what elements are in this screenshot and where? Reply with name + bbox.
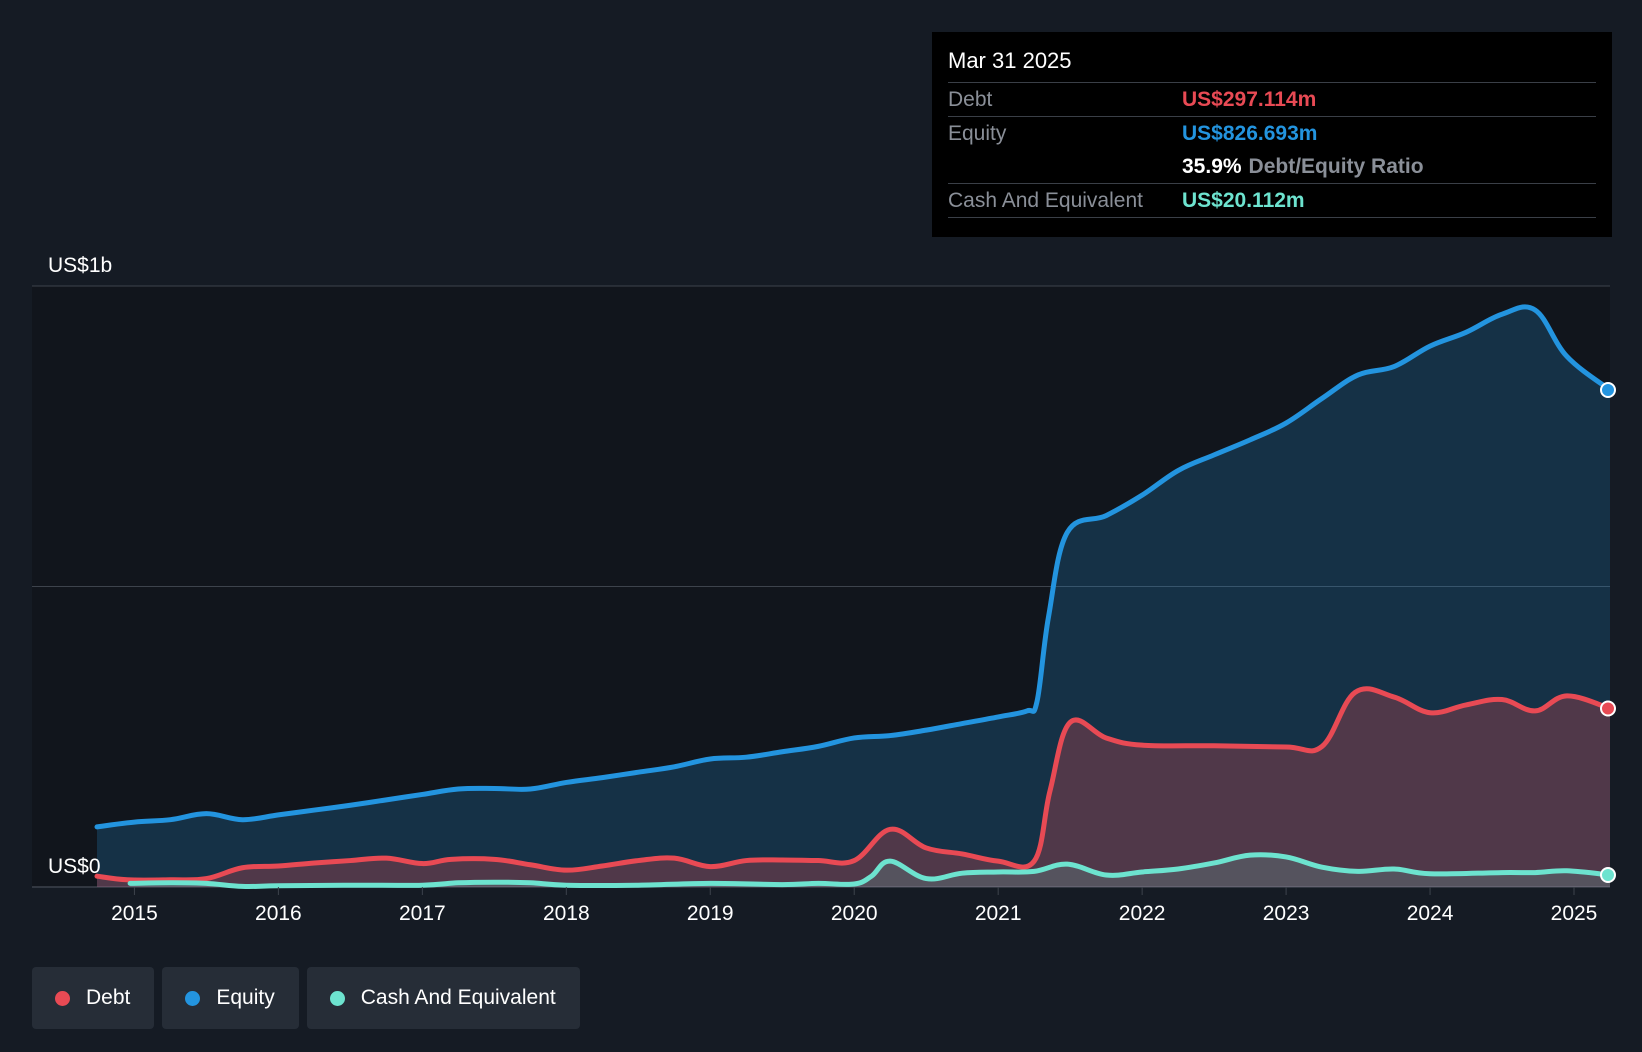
debt-area — [97, 688, 1610, 887]
equity-dot-icon — [185, 990, 201, 1006]
x-axis-label: 2016 — [255, 902, 302, 925]
x-axis-labels: 2015 2016 2017 2018 2019 2020 2021 2022 2023 2024… — [111, 887, 1597, 925]
tooltip-debt-row: Debt US$297.114m — [948, 83, 1596, 117]
equity-end-marker[interactable] — [1600, 381, 1616, 398]
cash-and-equivalent-end-marker[interactable] — [1600, 866, 1616, 883]
x-axis-label: 2023 — [1263, 902, 1310, 925]
tooltip-cash-row: Cash And Equivalent US$20.112m — [948, 184, 1596, 218]
tooltip-cash-value: US$20.112m — [1182, 189, 1305, 212]
equity-line — [94, 304, 1613, 830]
tooltip-ratio-row: 35.9% Debt/Equity Ratio — [948, 150, 1596, 184]
series-lines — [94, 304, 1613, 890]
tooltip-equity-value: US$826.693m — [1182, 122, 1318, 145]
y-axis-labels: US$1b US$0 — [48, 254, 112, 878]
cash-and-equivalent-area — [130, 854, 1611, 887]
y-axis-label: US$1b — [48, 254, 112, 277]
tooltip-date: Mar 31 2025 — [948, 46, 1596, 83]
cash-dot-icon — [329, 990, 345, 1006]
debt-line — [94, 686, 1613, 883]
equity-area — [97, 306, 1610, 887]
tooltip-ratio-label: Debt/Equity Ratio — [1248, 155, 1424, 178]
x-axis-label: 2018 — [543, 902, 590, 925]
tooltip-equity-label: Equity — [948, 122, 1007, 145]
legend-label-equity: Equity — [216, 986, 275, 1009]
legend-label-cash: Cash And Equivalent — [360, 986, 556, 1009]
tooltip-debt-value: US$297.114m — [1182, 88, 1317, 111]
legend-item-debt[interactable]: Debt — [32, 967, 155, 1029]
tooltip-debt-label: Debt — [948, 88, 993, 111]
tooltip-ratio-spacer — [948, 150, 1182, 183]
tooltip-ratio-value: 35.9% — [1182, 155, 1242, 178]
tooltip-equity-row: Equity US$826.693m — [948, 117, 1596, 150]
debt-dot-icon — [55, 990, 70, 1006]
cash-and-equivalent-line — [127, 852, 1613, 890]
y-axis-label: US$0 — [48, 855, 101, 878]
x-axis-label: 2019 — [687, 902, 734, 925]
debt-end-marker[interactable] — [1600, 700, 1616, 717]
data-tooltip: Mar 31 2025 Debt US$297.114m Equity US$8… — [932, 32, 1612, 237]
x-axis-label: 2020 — [831, 902, 878, 925]
x-axis-label: 2021 — [975, 902, 1022, 925]
series-areas — [97, 306, 1611, 887]
chart-legend: Debt Equity Cash And Equivalent — [32, 967, 580, 1029]
legend-item-cash[interactable]: Cash And Equivalent — [306, 967, 580, 1029]
x-axis-label: 2022 — [1119, 902, 1166, 925]
x-axis-label: 2017 — [399, 902, 446, 925]
tooltip-cash-label: Cash And Equivalent — [948, 189, 1143, 212]
legend-label-debt: Debt — [86, 986, 131, 1009]
x-axis-label: 2015 — [111, 902, 158, 925]
x-axis-label: 2024 — [1407, 902, 1454, 925]
series-end-markers — [1600, 381, 1616, 883]
x-axis-label: 2025 — [1551, 902, 1598, 925]
legend-item-equity[interactable]: Equity — [162, 967, 299, 1029]
